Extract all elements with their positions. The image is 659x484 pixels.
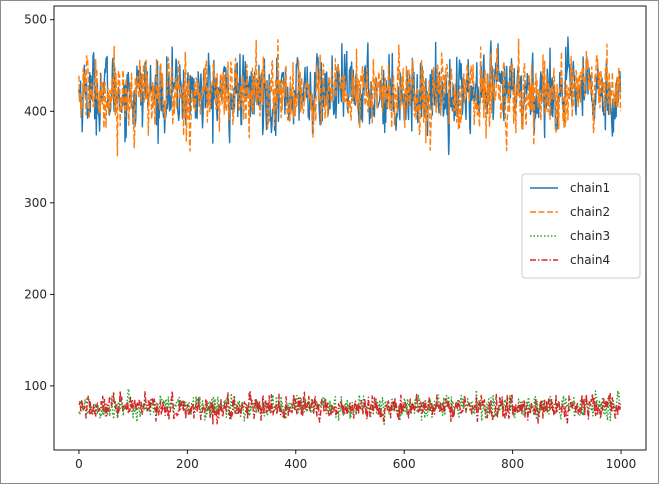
x-tick-label: 1000 xyxy=(606,457,637,471)
y-tick-label: 100 xyxy=(24,379,47,393)
legend-label-chain1: chain1 xyxy=(570,181,610,195)
series-line-chain4 xyxy=(78,390,622,426)
x-tick-label: 600 xyxy=(393,457,416,471)
y-tick-label: 500 xyxy=(24,13,47,27)
legend: chain1 chain2 chain3 chain4 xyxy=(521,173,641,279)
y-tick-label: 200 xyxy=(24,287,47,301)
y-tick-label: 400 xyxy=(24,104,47,118)
y-axis-ticks: 100 200 300 400 500 xyxy=(24,13,54,393)
x-tick-label: 800 xyxy=(501,457,524,471)
axes-box xyxy=(53,5,647,451)
series-line-chain2 xyxy=(78,38,622,157)
legend-label-chain4: chain4 xyxy=(570,253,610,267)
x-tick-label: 0 xyxy=(75,457,83,471)
x-axis-ticks: 0 200 400 600 800 1000 xyxy=(75,450,636,471)
legend-box xyxy=(521,173,641,279)
legend-label-chain2: chain2 xyxy=(570,205,610,219)
y-tick-label: 300 xyxy=(24,196,47,210)
x-tick-label: 400 xyxy=(284,457,307,471)
series-layer xyxy=(78,36,622,426)
x-tick-label: 200 xyxy=(176,457,199,471)
legend-label-chain3: chain3 xyxy=(570,229,610,243)
series-line-chain3 xyxy=(78,388,622,426)
